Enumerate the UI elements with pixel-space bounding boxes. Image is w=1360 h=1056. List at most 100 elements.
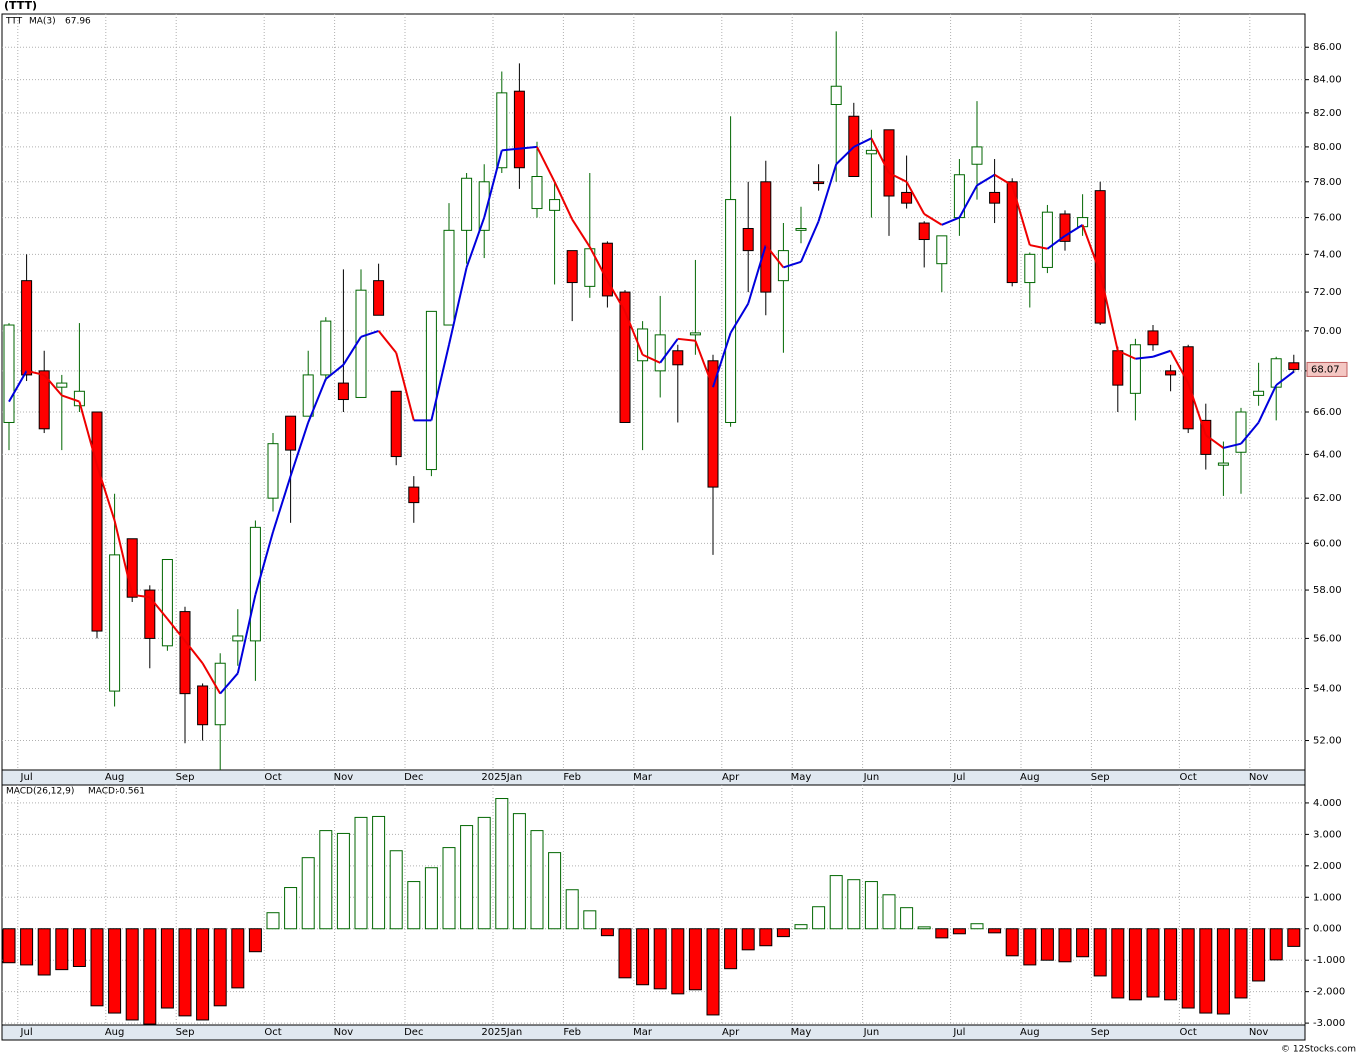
candle-body xyxy=(760,181,772,293)
x-tick-label: Sep xyxy=(1091,1027,1110,1038)
candle-body xyxy=(689,332,701,336)
candle-body xyxy=(1129,344,1141,394)
ma-line-segment xyxy=(113,520,134,596)
ma-line-segment xyxy=(307,378,327,423)
macd-bar xyxy=(477,816,491,930)
macd-bar xyxy=(935,928,949,939)
macd-bar xyxy=(442,847,456,930)
y-tick-label: 70.00 xyxy=(1313,326,1342,337)
candle-body xyxy=(1147,330,1159,346)
candle-body xyxy=(654,334,666,372)
macd-bar xyxy=(671,928,685,995)
macd-bar xyxy=(917,926,931,930)
macd-bar xyxy=(231,928,245,989)
candle-body xyxy=(408,486,420,504)
x-tick-label: Aug xyxy=(1020,772,1040,783)
x-tick-label: May xyxy=(791,1027,812,1038)
macd-bar xyxy=(548,852,562,930)
macd-bar xyxy=(424,867,438,930)
candle-body xyxy=(214,662,226,726)
x-tick-label: Sep xyxy=(176,772,195,783)
x-axis-band xyxy=(1,1024,1306,1041)
ma-line-segment xyxy=(78,401,98,466)
macd-bar xyxy=(1076,928,1090,958)
candle-body xyxy=(1200,419,1212,455)
x-tick-label: Jul xyxy=(952,1027,965,1038)
candle-body xyxy=(830,85,842,106)
candle-body xyxy=(725,199,737,423)
candle-body xyxy=(1217,462,1229,466)
macd-bar xyxy=(160,928,174,1009)
macd-bar xyxy=(776,928,790,938)
ma-line-segment xyxy=(747,244,767,304)
x-tick-label: Aug xyxy=(105,1027,125,1038)
macd-bar xyxy=(759,928,773,947)
ma-line-segment xyxy=(519,145,538,150)
macd-bar xyxy=(970,923,984,930)
y-tick-label: 0.000 xyxy=(1313,924,1342,935)
macd-bar xyxy=(196,928,210,1021)
ma-line-segment xyxy=(941,216,960,226)
y-tick-label: 86.00 xyxy=(1313,42,1342,53)
ma-line-segment xyxy=(712,332,732,388)
ma-line-segment xyxy=(606,280,626,312)
macd-bar xyxy=(512,813,526,930)
candle-body xyxy=(249,526,261,642)
macd-bar xyxy=(389,850,403,930)
ma-line-segment xyxy=(958,184,978,219)
ma-line-segment xyxy=(219,672,239,695)
macd-bar xyxy=(653,928,667,990)
ma-line-segment xyxy=(994,173,1013,187)
macd-bar xyxy=(1199,928,1213,1014)
candle-body xyxy=(742,228,754,252)
macd-bar xyxy=(952,928,966,935)
ma-line-segment xyxy=(96,464,116,521)
candle-body xyxy=(707,360,719,488)
candle-body xyxy=(813,181,825,185)
x-tick-label: Mar xyxy=(633,772,653,783)
ma-line-segment xyxy=(149,596,169,620)
candle-body xyxy=(373,280,385,316)
x-tick-label: Mar xyxy=(633,1027,653,1038)
x-tick-label: Jun xyxy=(863,1027,880,1038)
macd-bar xyxy=(636,928,650,986)
y-tick-label: 1.000 xyxy=(1313,892,1342,903)
candle-body xyxy=(619,291,631,423)
candle-body xyxy=(232,635,244,642)
candle-body xyxy=(425,310,437,471)
candle-body xyxy=(1112,350,1124,386)
macd-bar xyxy=(565,889,579,930)
price-tag-label: 68.07 xyxy=(1311,364,1340,375)
x-tick-label: Apr xyxy=(722,772,740,783)
ma-line-segment xyxy=(1064,224,1084,237)
macd-bar xyxy=(530,830,544,930)
macd-bar xyxy=(600,928,614,937)
candle-body xyxy=(1041,211,1053,268)
candle-body xyxy=(56,382,68,388)
candle-body xyxy=(496,92,508,169)
macd-bar xyxy=(1005,928,1019,957)
ma-line-segment xyxy=(817,163,838,222)
y-tick-label: 72.00 xyxy=(1313,287,1342,298)
y-tick-label: 80.00 xyxy=(1313,142,1342,153)
chart-title: (TTT) xyxy=(4,0,37,12)
macd-bar xyxy=(1252,928,1266,982)
macd-bar xyxy=(354,816,368,930)
ma-line-segment xyxy=(1099,272,1119,351)
x-tick-label: Jul xyxy=(20,772,33,783)
candle-body xyxy=(1006,181,1018,284)
candle-body xyxy=(1288,362,1300,370)
y-tick-label: 82.00 xyxy=(1313,108,1342,119)
legend-value: -0.561 xyxy=(116,787,145,797)
candle-body xyxy=(549,199,561,211)
y-tick-label: -2.000 xyxy=(1313,987,1345,998)
macd-bar xyxy=(706,928,720,1016)
x-tick-label: Nov xyxy=(334,1027,354,1038)
ma-line-segment xyxy=(61,394,80,403)
ma-line-segment xyxy=(1275,370,1295,386)
x-tick-label: Nov xyxy=(334,772,354,783)
y-tick-label: 3.000 xyxy=(1313,829,1342,840)
macd-bar xyxy=(794,924,808,930)
ma-line-segment xyxy=(1011,185,1031,246)
